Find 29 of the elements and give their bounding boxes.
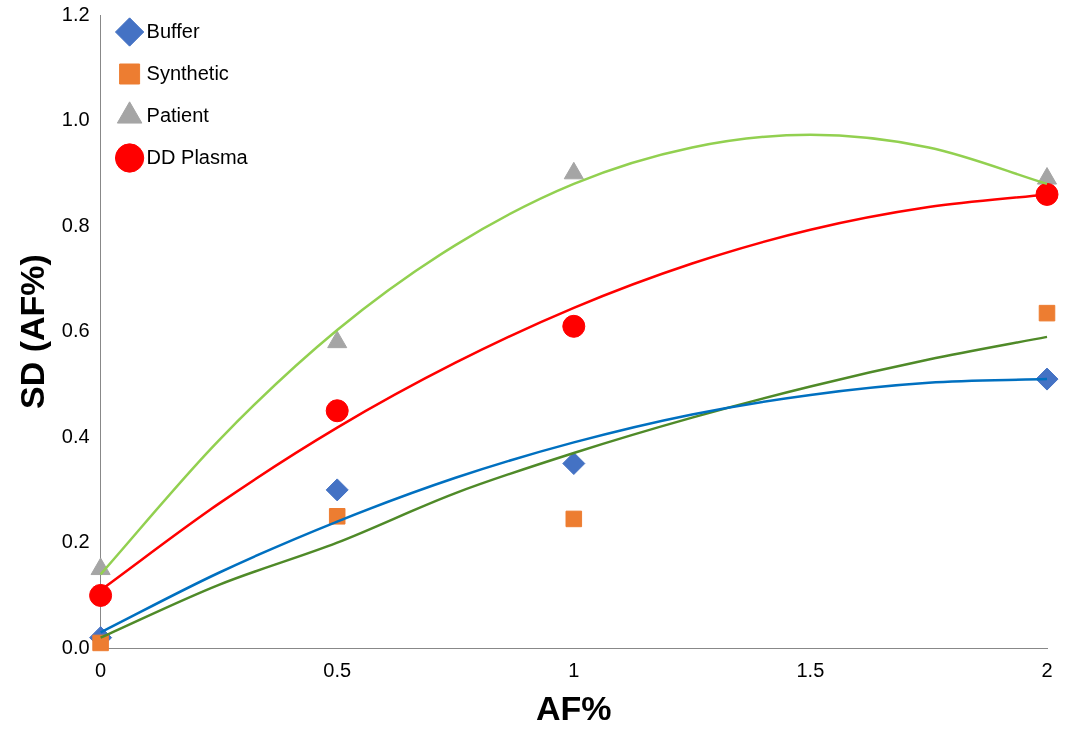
point [92,634,109,652]
y-tick-label: 0.6 [61,319,90,342]
x-tick-label: 1.5 [796,658,825,681]
legend-label: Synthetic [146,61,229,84]
point [565,510,583,528]
y-tick-label: 0.0 [61,635,90,658]
point [1038,304,1056,322]
y-tick-label: 0.4 [61,424,90,447]
point [1035,182,1059,206]
y-tick-label: 0.8 [61,213,90,236]
legend-label: DD Plasma [146,145,249,168]
y-tick-label: 0.2 [61,530,90,553]
x-tick-label: 2 [1041,658,1053,681]
x-axis-title: AF% [536,688,612,727]
point [562,314,586,338]
point [562,452,586,476]
point [563,161,584,180]
y-axis-title: SD (AF%) [12,254,51,410]
point [327,330,348,349]
point [325,399,349,423]
point [325,478,349,502]
x-tick-label: 0.5 [323,658,352,681]
legend-label: Patient [146,103,210,126]
x-tick-label: 0 [95,658,107,681]
y-tick-label: 1.0 [61,108,90,131]
x-tick-label: 1 [568,658,580,681]
legend-label: Buffer [146,19,200,42]
point [89,583,113,607]
y-tick-label: 1.2 [61,2,90,25]
